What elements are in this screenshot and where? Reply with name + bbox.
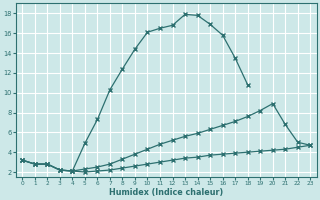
X-axis label: Humidex (Indice chaleur): Humidex (Indice chaleur) (109, 188, 223, 197)
